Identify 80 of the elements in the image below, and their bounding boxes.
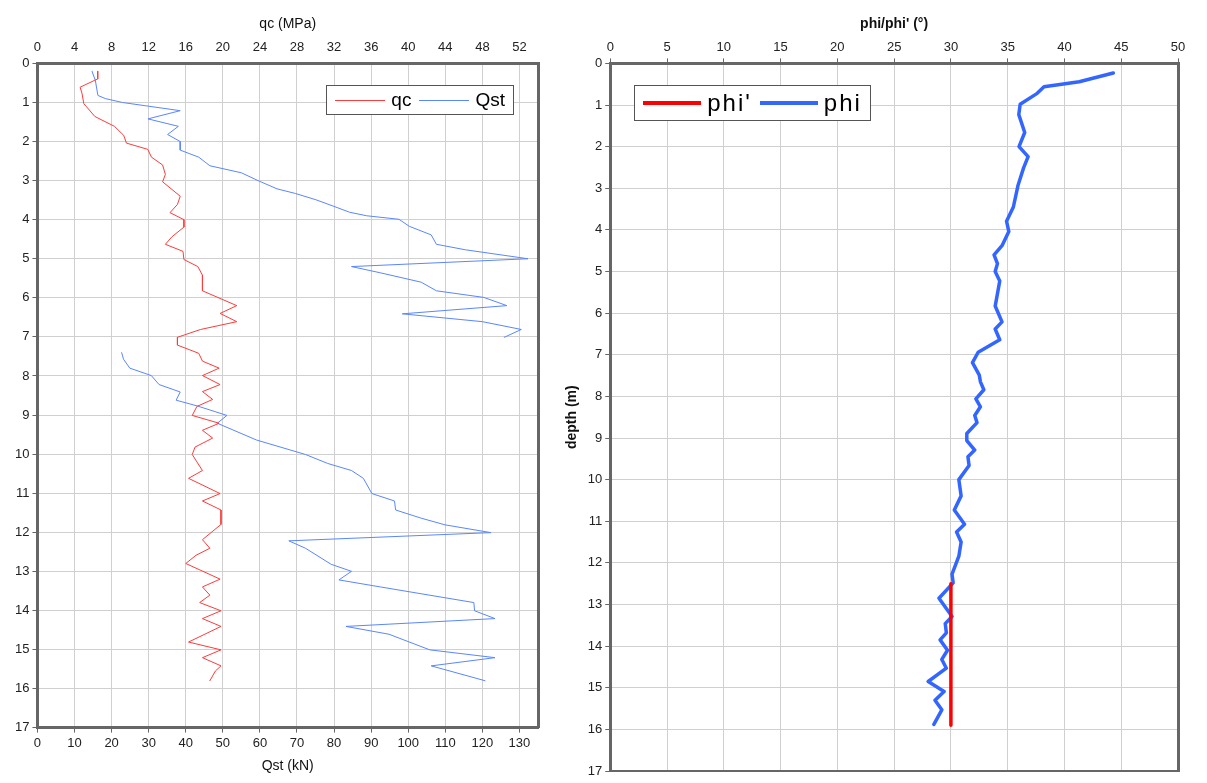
x-tick-label: 15 (773, 39, 788, 55)
y-tick-label: 15 (587, 679, 603, 695)
x2-tick-label: 36 (363, 39, 379, 55)
y-tick-label: 2 (595, 138, 603, 154)
x-tick-label: 35 (1000, 39, 1015, 55)
y-tick-label: 16 (14, 680, 30, 696)
y-tick-label: 15 (14, 641, 30, 657)
y-tick-label: 17 (587, 762, 603, 778)
x-tick-label: 60 (252, 734, 268, 750)
y-tick-label: 5 (595, 263, 603, 279)
x-tick-label: 70 (289, 734, 305, 750)
y-tick-label: 16 (587, 720, 603, 736)
x-tick-label: 100 (397, 734, 420, 750)
x-tick-label: 20 (830, 39, 845, 55)
y-tick-label: 3 (595, 179, 603, 195)
y-tick-label: 4 (595, 221, 603, 237)
y-tick-label: 17 (14, 719, 30, 735)
y-tick-label: 5 (22, 250, 30, 266)
x-tick-label: 0 (33, 734, 42, 750)
x2-tick-label: 32 (326, 39, 342, 55)
x2-tick-label: 12 (141, 39, 156, 55)
x-tick-label: 50 (1170, 39, 1186, 55)
x-tick-label: 10 (716, 39, 732, 55)
y-axis-title: depth (m) (563, 385, 580, 450)
legend-label: qc (391, 89, 412, 112)
x-axis-title: Qst (kN) (261, 757, 314, 774)
x-tick-label: 120 (471, 734, 494, 750)
x-tick-label: 130 (508, 734, 531, 750)
x2-tick-label: 4 (70, 39, 79, 55)
x-tick-label: 80 (326, 734, 342, 750)
y-tick-label: 12 (587, 554, 603, 570)
y-tick-label: 0 (22, 54, 30, 70)
x-tick-label: 20 (104, 734, 119, 750)
y-tick-label: 9 (22, 406, 30, 422)
y-tick-label: 1 (595, 96, 603, 112)
x2-tick-label: 16 (178, 39, 193, 55)
x-tick-label: 30 (943, 39, 959, 55)
x-tick-label: 110 (434, 734, 456, 750)
x2-tick-label: 24 (252, 39, 268, 55)
x-tick-label: 40 (1057, 39, 1072, 55)
y-tick-label: 13 (14, 562, 30, 578)
x-tick-label: 25 (886, 39, 902, 55)
x2-tick-label: 28 (289, 39, 305, 55)
x2-tick-label: 44 (438, 39, 453, 55)
x-tick-label: 40 (178, 734, 193, 750)
y-tick-label: 1 (22, 94, 30, 110)
y-tick-label: 7 (595, 346, 603, 362)
legend-label: phi' (707, 89, 752, 118)
x2-tick-label: 48 (475, 39, 490, 55)
y-tick-label: 2 (22, 133, 30, 149)
y-tick-label: 8 (22, 367, 30, 383)
x-tick-label: 30 (141, 734, 156, 750)
y-tick-label: 7 (22, 328, 30, 344)
x-axis-title: phi/phi' (°) (860, 15, 929, 32)
x2-tick-label: 8 (108, 39, 116, 55)
y-tick-label: 12 (14, 523, 30, 539)
y-tick-label: 0 (595, 54, 603, 70)
x-tick-label: 90 (363, 734, 379, 750)
y-tick-label: 9 (595, 429, 603, 445)
y-tick-label: 14 (14, 601, 30, 617)
y-tick-label: 11 (15, 484, 30, 500)
y-tick-label: 4 (22, 211, 30, 227)
x-tick-label: 5 (663, 39, 671, 55)
x-tick-label: 50 (215, 734, 231, 750)
y-tick-label: 13 (587, 596, 603, 612)
legend-label: Qst (475, 89, 505, 112)
y-tick-label: 6 (22, 289, 30, 305)
y-tick-label: 10 (587, 471, 603, 487)
x-tick-label: 10 (67, 734, 82, 750)
y-tick-label: 8 (595, 387, 603, 403)
x2-tick-label: 52 (512, 39, 527, 55)
x2-axis-title: qc (MPa) (259, 15, 317, 32)
y-tick-label: 3 (22, 172, 30, 188)
x-tick-label: 45 (1113, 39, 1129, 55)
y-tick-label: 11 (588, 512, 603, 528)
legend-label: phi (823, 89, 862, 118)
x-tick-label: 0 (606, 39, 614, 55)
y-tick-label: 6 (595, 304, 603, 320)
y-tick-label: 10 (14, 445, 30, 461)
y-tick-label: 14 (587, 637, 603, 653)
